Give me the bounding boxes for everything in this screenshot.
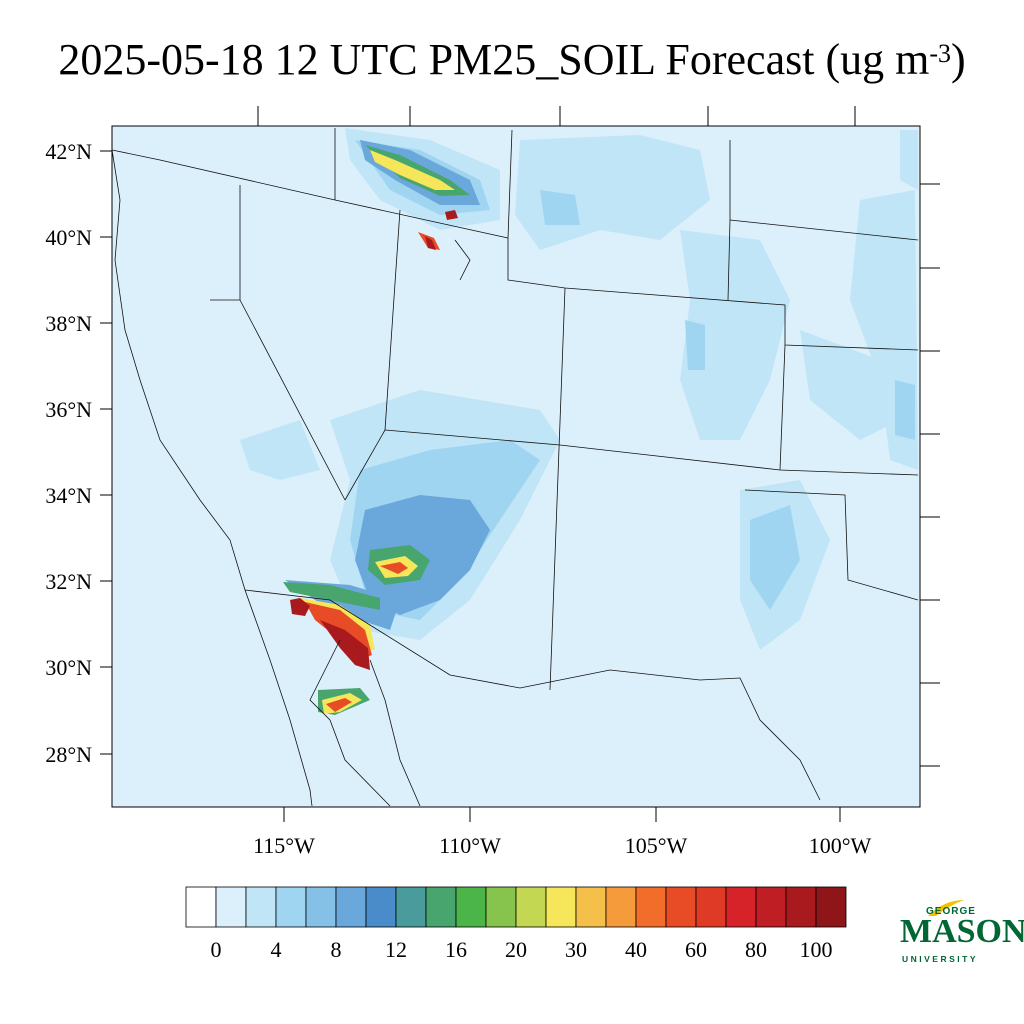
great-salt-lake bbox=[454, 239, 471, 281]
colorbar bbox=[185, 886, 847, 928]
coastline-sonora bbox=[369, 659, 421, 807]
colorbar-swatch bbox=[185, 886, 217, 928]
logo-swoosh-icon bbox=[928, 900, 964, 916]
colorbar-swatch bbox=[275, 886, 307, 928]
longitude-labels: 115°W 110°W 105°W 100°W bbox=[253, 833, 871, 858]
colorbar-swatch bbox=[665, 886, 697, 928]
border-texas-panhandle bbox=[744, 489, 919, 601]
logo-george: GEORGE bbox=[926, 906, 976, 917]
logo-university: UNIVERSITY bbox=[902, 954, 979, 964]
colorbar-swatch bbox=[305, 886, 337, 928]
border-us-mexico bbox=[244, 589, 821, 801]
colorbar-swatch bbox=[455, 886, 487, 928]
colorbar-swatch bbox=[695, 886, 727, 928]
lon-label-110: 110°W bbox=[439, 833, 501, 858]
colorbar-swatch bbox=[245, 886, 277, 928]
lon-label-105: 105°W bbox=[625, 833, 688, 858]
colorbar-swatch bbox=[395, 886, 427, 928]
colorbar-tick-label: 8 bbox=[331, 937, 342, 962]
map-title: 2025-05-18 12 UTC PM25_SOIL Forecast (ug… bbox=[0, 30, 1024, 90]
colorbar-swatch bbox=[485, 886, 517, 928]
colorbar-swatch bbox=[425, 886, 457, 928]
colorbar-swatch bbox=[785, 886, 817, 928]
boundaries bbox=[112, 128, 919, 807]
lat-label-42: 42°N bbox=[45, 139, 92, 164]
colorbar-tick-label: 4 bbox=[271, 937, 282, 962]
border-kansas bbox=[779, 344, 786, 471]
colorbar-swatch bbox=[335, 886, 367, 928]
colorbar-swatch bbox=[575, 886, 607, 928]
lat-label-40: 40°N bbox=[45, 225, 92, 250]
colorbar-swatch bbox=[755, 886, 787, 928]
colorbar-tick-label: 40 bbox=[625, 937, 647, 962]
latitude-labels: 42°N 40°N 38°N 36°N 34°N 32°N 30°N 28°N bbox=[45, 139, 92, 767]
gmu-logo: GEORGE MASON UNIVERSITY bbox=[896, 900, 1024, 970]
colorbar-tick-label: 0 bbox=[211, 937, 222, 962]
colorbar-swatch bbox=[635, 886, 667, 928]
coastline-pacific bbox=[112, 149, 313, 807]
lat-label-30: 30°N bbox=[45, 655, 92, 680]
logo-mason: MASON bbox=[900, 913, 1024, 950]
lat-label-36: 36°N bbox=[45, 397, 92, 422]
pm25-field bbox=[240, 128, 918, 715]
colorbar-swatch bbox=[605, 886, 637, 928]
colorbar-tick-label: 60 bbox=[685, 937, 707, 962]
colorbar-tick-label: 100 bbox=[800, 937, 833, 962]
border-nv-ca bbox=[239, 299, 346, 501]
lon-label-115: 115°W bbox=[253, 833, 315, 858]
coastline-gulf-baja bbox=[309, 639, 391, 807]
colorbar-swatch bbox=[815, 886, 847, 928]
lat-label-28: 28°N bbox=[45, 742, 92, 767]
colorbar-labels: 0 4 8 12 16 20 30 40 60 80 100 bbox=[211, 937, 833, 962]
lat-label-34: 34°N bbox=[45, 483, 92, 508]
border-four-corners bbox=[384, 429, 919, 476]
border-nebraska bbox=[729, 219, 919, 241]
lat-label-32: 32°N bbox=[45, 569, 92, 594]
map-title-exponent: -3 bbox=[929, 39, 951, 68]
colorbar-swatch bbox=[545, 886, 577, 928]
colorbar-swatch bbox=[725, 886, 757, 928]
border-nm-az bbox=[549, 287, 566, 691]
border-colorado-north bbox=[507, 238, 919, 351]
colorbar-swatch bbox=[215, 886, 247, 928]
colorbar-tick-label: 80 bbox=[745, 937, 767, 962]
map-title-close: ) bbox=[951, 35, 966, 84]
axis-ticks bbox=[100, 106, 940, 822]
colorbar-tick-label: 20 bbox=[505, 937, 527, 962]
field-level-100 bbox=[290, 210, 458, 670]
colorbar-tick-label: 12 bbox=[385, 937, 407, 962]
lon-label-100: 100°W bbox=[809, 833, 872, 858]
map-title-text: 2025-05-18 12 UTC PM25_SOIL Forecast (ug… bbox=[58, 35, 930, 84]
colorbar-swatch bbox=[365, 886, 397, 928]
border-wyoming-east bbox=[727, 140, 731, 301]
map-frame bbox=[111, 125, 921, 808]
colorbar-tick-label: 16 bbox=[445, 937, 467, 962]
colorbar-swatch bbox=[515, 886, 547, 928]
colorbar-tick-label: 30 bbox=[565, 937, 587, 962]
border-nevada-utah bbox=[344, 209, 401, 501]
lat-label-38: 38°N bbox=[45, 311, 92, 336]
